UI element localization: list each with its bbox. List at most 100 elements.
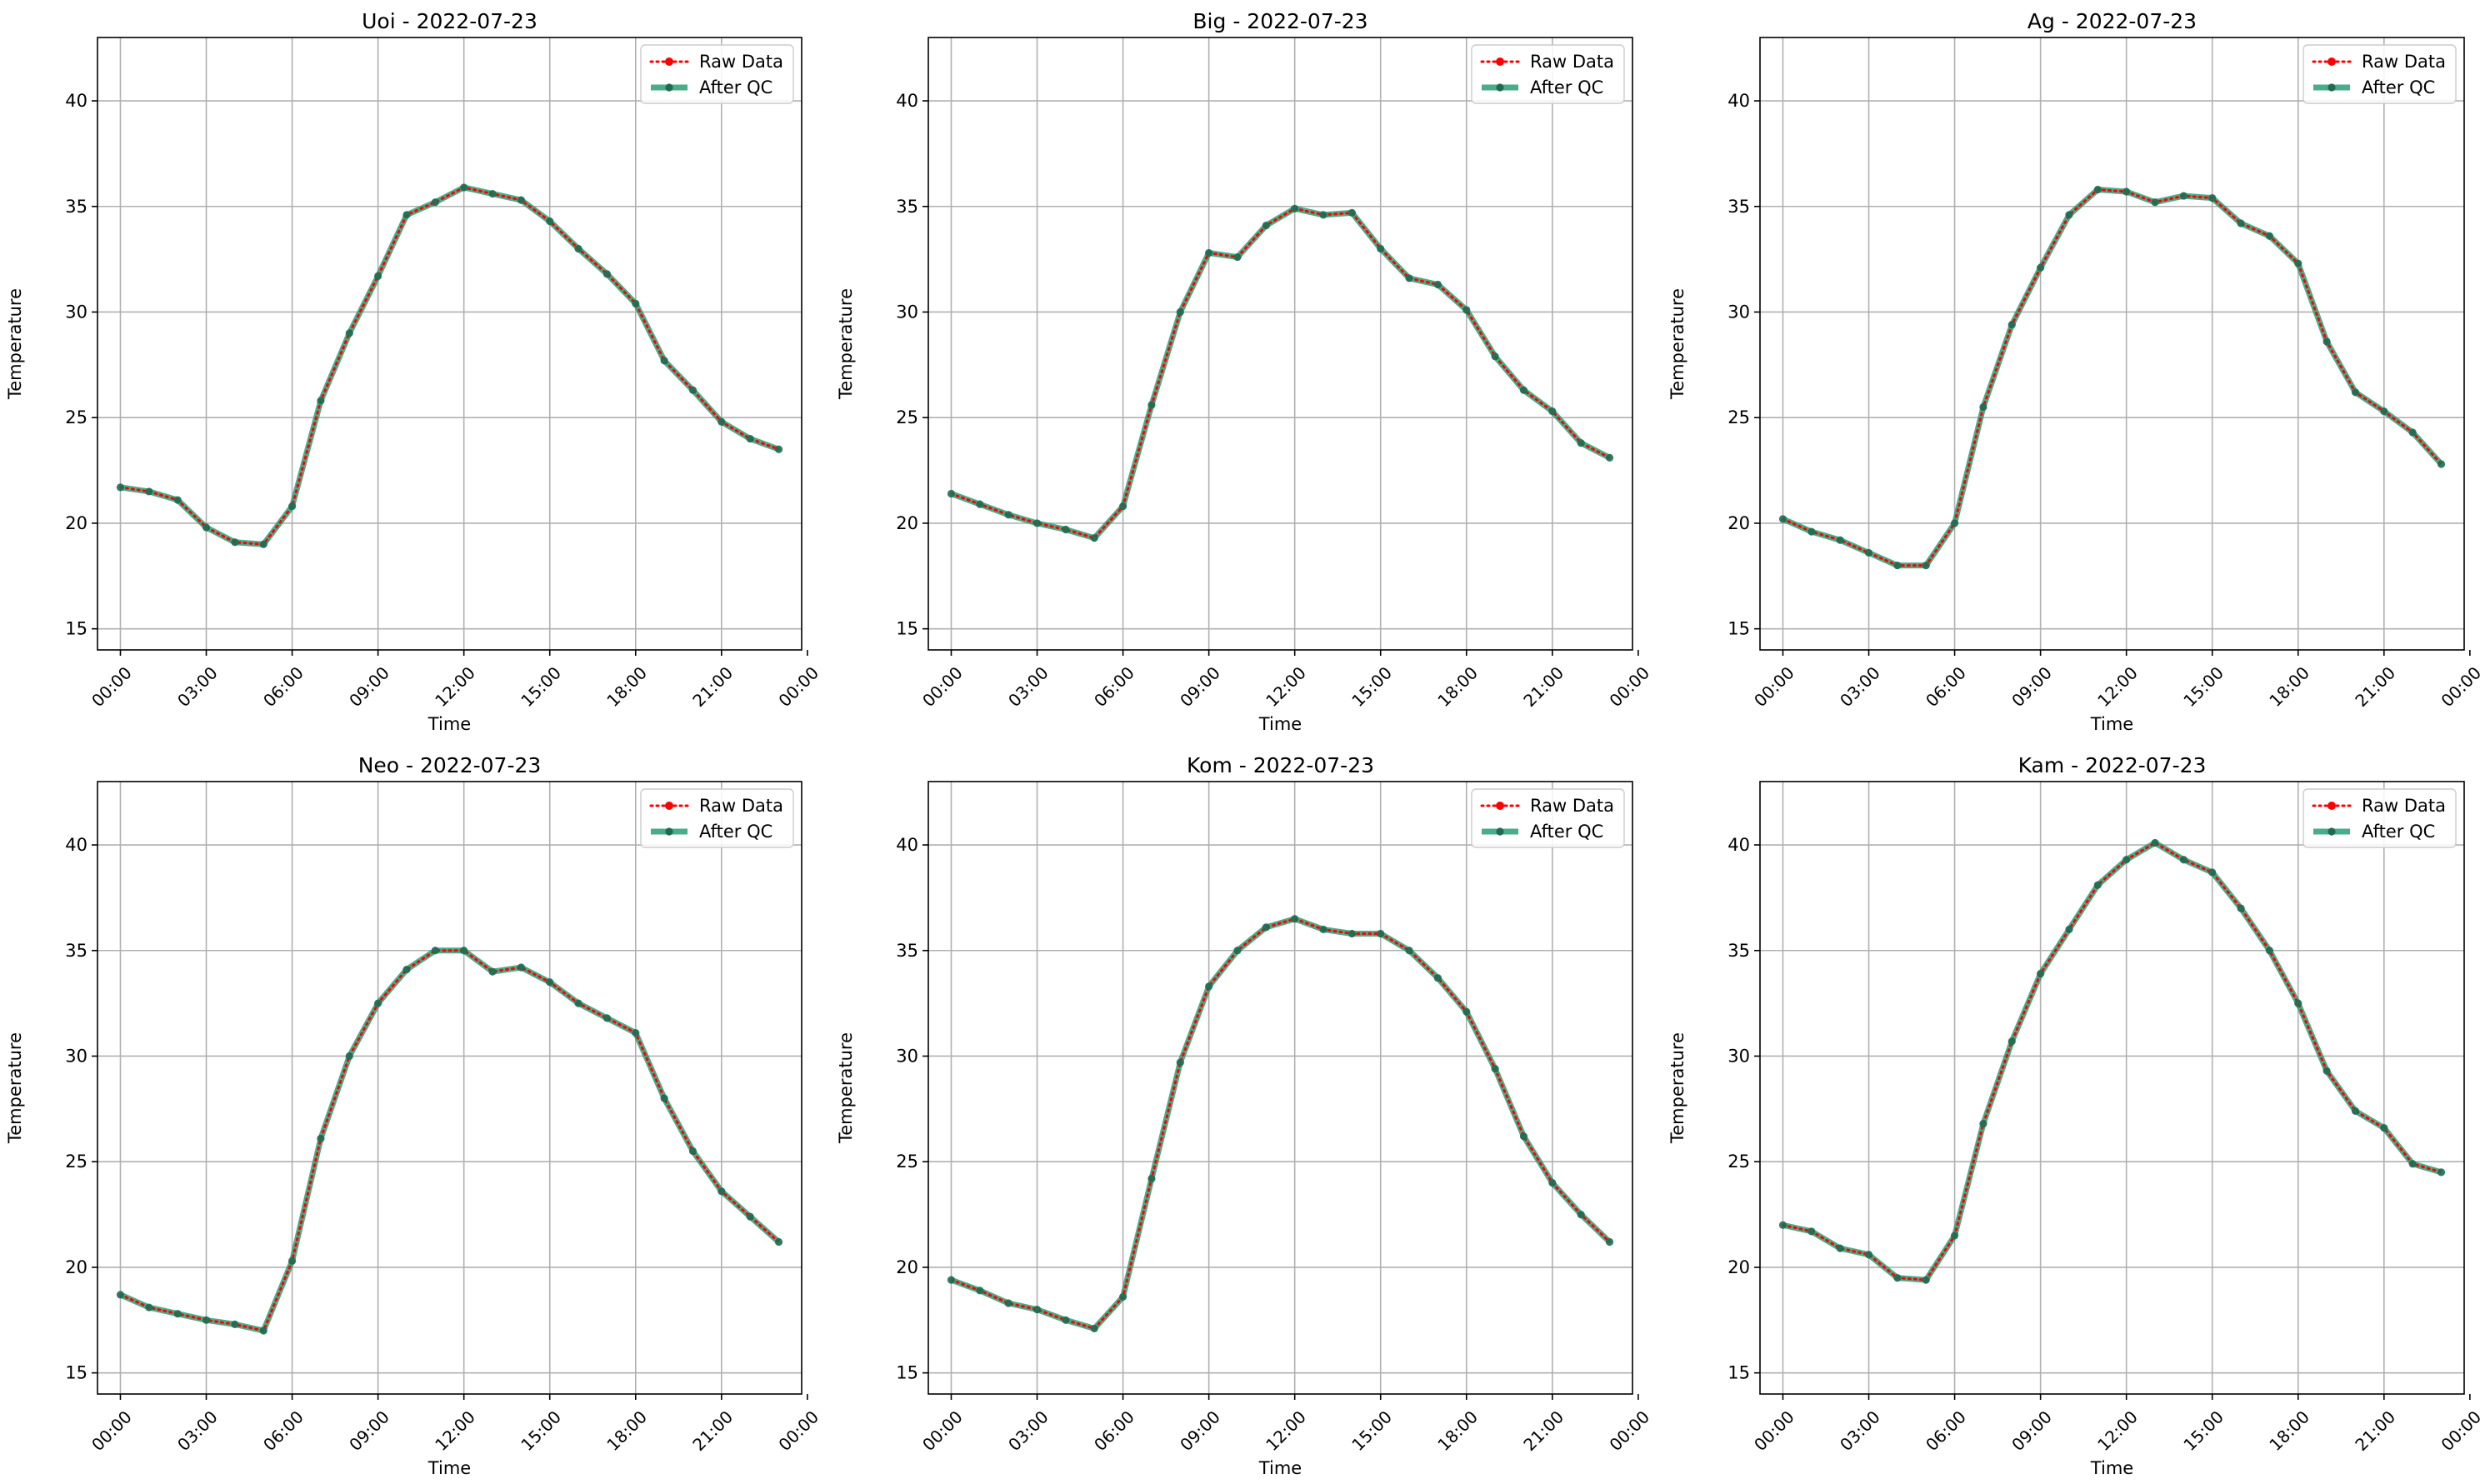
x-axis-label: Time: [428, 1458, 471, 1478]
data-point: [460, 947, 468, 955]
data-point: [2093, 185, 2102, 194]
subplot-2: 00:00 03:00 06:00 09:00 12:00 15:00 18:00 21:00…: [1668, 9, 2485, 734]
data-point: [2437, 460, 2446, 468]
data-point: [2037, 970, 2045, 978]
x-tick-label: 00:00: [1750, 1407, 1798, 1455]
series-line-raw-data: [1781, 841, 2443, 1282]
y-tick-label: 20: [896, 1257, 918, 1277]
legend-marker-raw-data: [1496, 802, 1504, 810]
x-tick-label: 06:00: [1922, 1407, 1970, 1455]
data-point: [976, 1287, 984, 1295]
data-point: [317, 1134, 325, 1142]
data-point: [2122, 187, 2131, 196]
y-tick-label: 15: [896, 1363, 918, 1383]
series-line-after-qc: [119, 184, 780, 547]
series-line-raw-data: [118, 186, 781, 546]
y-tick-label: 15: [896, 619, 918, 639]
data-point: [2408, 428, 2417, 437]
legend-label-raw-data: Raw Data: [1530, 52, 1614, 72]
y-tick-label: 30: [65, 302, 88, 322]
series-line-after-qc: [950, 205, 1612, 542]
subplot-5: 00:00 03:00 06:00 09:00 12:00 15:00 18:00 21:00…: [1668, 753, 2485, 1478]
subplot-0: 00:00 03:00 06:00 09:00 12:00 15:00 18:00 21:00…: [5, 9, 822, 734]
data-point: [1548, 407, 1557, 416]
legend-marker-after-qc: [1496, 827, 1504, 836]
data-point: [1148, 401, 1156, 409]
data-point: [718, 417, 726, 426]
y-axis-label: Temperature: [836, 1032, 856, 1144]
x-tick-label: 21:00: [2351, 1407, 2399, 1455]
legend-label-after-qc: After QC: [699, 77, 772, 97]
data-point: [2265, 232, 2274, 240]
data-point: [1979, 1119, 1988, 1128]
data-point: [2008, 1037, 2016, 1046]
data-point: [1176, 307, 1184, 317]
subplot-4: 00:00 03:00 06:00 09:00 12:00 15:00 18:00 21:00…: [836, 753, 1653, 1478]
data-point: [632, 299, 640, 307]
data-point: [602, 1014, 612, 1022]
x-tick-label: 00:00: [774, 662, 822, 711]
x-tick-label: 18:00: [602, 1407, 651, 1455]
legend-label-after-qc: After QC: [2362, 822, 2435, 842]
x-tick-label: 21:00: [688, 1407, 737, 1455]
x-tick-label: 21:00: [688, 662, 737, 711]
x-tick-label: 00:00: [774, 1407, 822, 1455]
legend: Raw Data After QC: [1471, 44, 1625, 104]
x-tick-label: 09:00: [1176, 662, 1224, 711]
data-point: [632, 1029, 640, 1037]
data-point: [718, 1187, 726, 1196]
x-tick-label: 06:00: [259, 1407, 308, 1455]
y-tick-label: 30: [896, 1046, 918, 1066]
y-tick-label: 30: [896, 302, 918, 322]
data-point: [1405, 274, 1413, 282]
legend-label-raw-data: Raw Data: [2362, 796, 2446, 816]
data-point: [1348, 208, 1356, 217]
data-point: [2437, 1168, 2446, 1177]
legend: Raw Data After QC: [640, 44, 794, 104]
x-tick-label: 15:00: [517, 662, 565, 711]
axes-frame: [1759, 781, 2465, 1395]
data-point: [288, 1257, 297, 1265]
x-tick-label: 00:00: [918, 662, 967, 711]
data-point: [1577, 439, 1585, 447]
y-tick-label: 40: [896, 835, 918, 855]
data-point: [1032, 519, 1042, 527]
axes-frame: [928, 781, 1633, 1395]
x-tick-label: 06:00: [1090, 1407, 1138, 1455]
legend-marker-after-qc: [665, 827, 673, 836]
data-point: [345, 329, 353, 337]
data-point: [1548, 1178, 1557, 1187]
data-point: [402, 211, 411, 219]
legend-label-after-qc: After QC: [1530, 822, 1603, 842]
data-point: [1864, 1251, 1873, 1259]
y-tick-label: 35: [1728, 941, 1750, 961]
data-point: [1090, 1324, 1098, 1333]
data-point: [1462, 306, 1471, 314]
y-axis-label: Temperature: [1668, 288, 1688, 400]
data-point: [746, 434, 754, 443]
y-tick-label: 30: [1728, 302, 1750, 322]
y-tick-label: 25: [65, 407, 88, 427]
x-tick-label: 03:00: [1004, 662, 1052, 711]
legend-marker-after-qc: [2328, 83, 2336, 92]
data-point: [1233, 252, 1242, 262]
data-point: [947, 1276, 956, 1284]
data-point: [1348, 929, 1356, 938]
data-point: [1291, 204, 1299, 212]
y-tick-label: 35: [65, 197, 88, 217]
data-point: [546, 217, 554, 226]
axes-frame: [97, 37, 802, 651]
data-point: [774, 445, 783, 453]
data-point: [546, 978, 554, 987]
data-point: [1319, 211, 1328, 219]
data-point: [2265, 947, 2274, 955]
legend-marker-raw-data: [665, 57, 673, 66]
y-tick-label: 35: [896, 197, 918, 217]
x-tick-label: 00:00: [2437, 662, 2485, 711]
subplot-3: 00:00 03:00 06:00 09:00 12:00 15:00 18:00 21:00…: [5, 753, 822, 1478]
x-axis-label: Time: [2090, 1458, 2133, 1478]
x-tick-label: 15:00: [2179, 662, 2228, 711]
data-point: [1176, 1058, 1184, 1067]
data-point: [1262, 923, 1270, 932]
